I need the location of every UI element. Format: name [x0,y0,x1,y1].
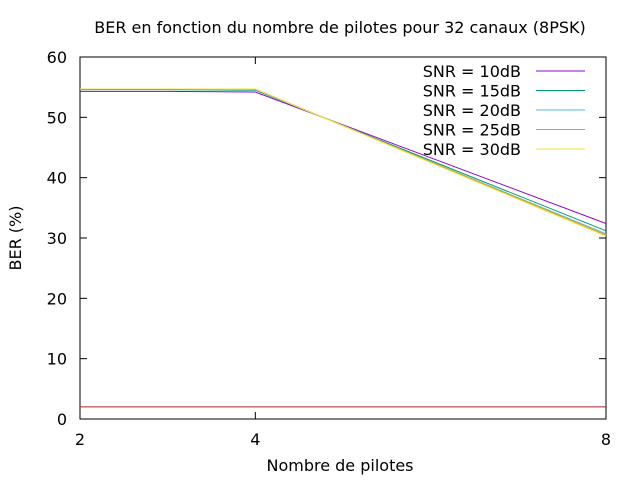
y-tick-label: 10 [47,350,67,369]
legend-label: SNR = 25dB [423,121,521,140]
series-line-1 [80,89,607,232]
series-line-4 [80,88,607,237]
y-axis-label: BER (%) [6,206,25,271]
x-tick-label: 8 [601,430,611,449]
series-lines [80,88,607,408]
y-tick-label: 20 [47,289,67,308]
x-tick-label: 4 [250,430,260,449]
plot-frame [79,56,607,420]
y-tick-label: 60 [47,48,67,67]
x-axis-label: Nombre de pilotes [266,456,413,475]
y-tick-label: 30 [47,229,67,248]
x-tick-label: 2 [75,430,85,449]
legend-label: SNR = 30dB [423,140,521,159]
series-line-0 [80,90,607,224]
series-line-2 [80,88,607,235]
legend-label: SNR = 20dB [423,101,521,120]
series-line-3 [80,88,607,236]
legend-label: SNR = 15dB [423,82,521,101]
chart-title: BER en fonction du nombre de pilotes pou… [94,18,586,37]
legend-label: SNR = 10dB [423,62,521,81]
y-tick-label: 50 [47,108,67,127]
y-tick-label: 0 [57,410,67,429]
y-tick-label: 40 [47,169,67,188]
axis-ticks: 0 10 20 30 40 50 60 2 4 8 [47,48,611,449]
